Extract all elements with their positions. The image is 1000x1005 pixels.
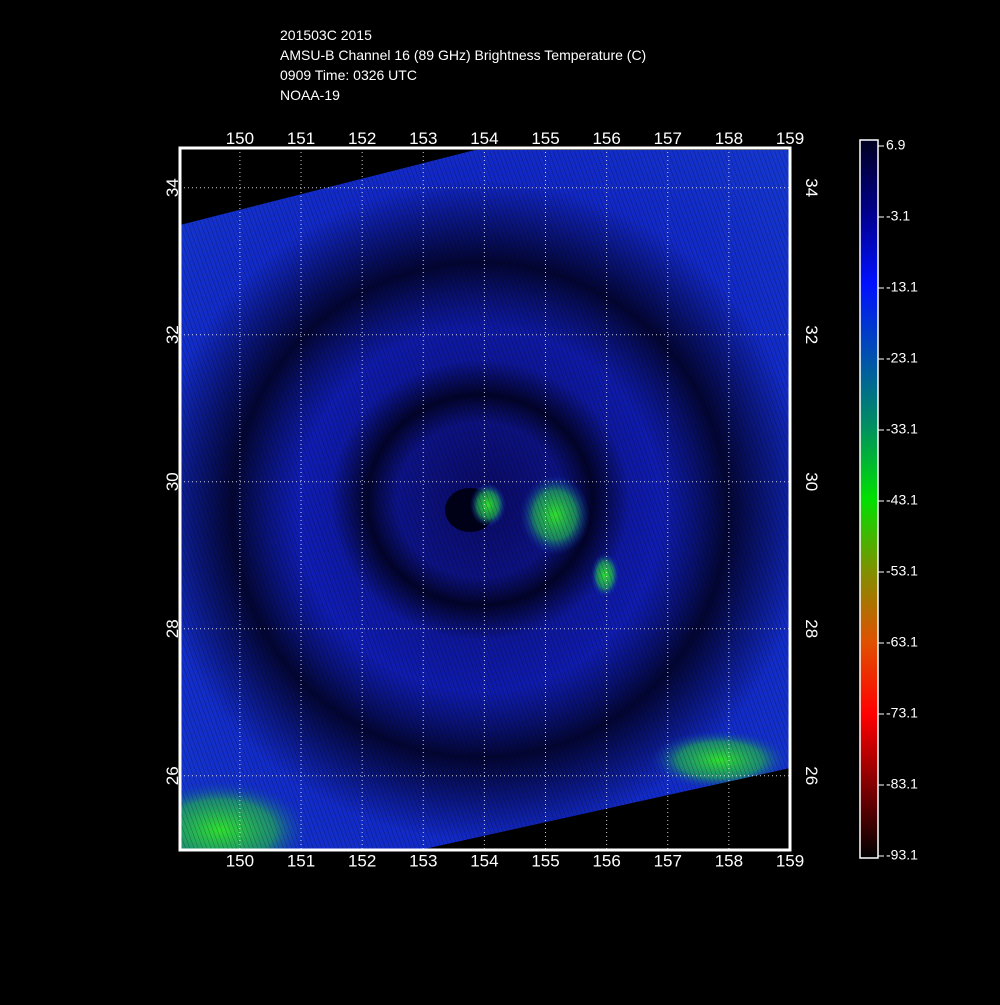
lon-tick-label: 157 bbox=[654, 851, 682, 870]
title-line: NOAA-19 bbox=[280, 87, 340, 103]
lon-tick-label: 159 bbox=[776, 851, 804, 870]
title-line: 0909 Time: 0326 UTC bbox=[280, 67, 417, 83]
lon-tick-label: 151 bbox=[287, 129, 315, 148]
lat-tick-label: 32 bbox=[163, 325, 182, 344]
colorbar-tick-label: -63.1 bbox=[886, 634, 918, 650]
scan-lines bbox=[180, 150, 790, 850]
lon-tick-label: 158 bbox=[715, 851, 743, 870]
lat-tick-label: 26 bbox=[802, 766, 821, 785]
lat-tick-label: 26 bbox=[163, 766, 182, 785]
title-line: AMSU-B Channel 16 (89 GHz) Brightness Te… bbox=[280, 47, 646, 63]
swath bbox=[180, 150, 790, 850]
lon-tick-label: 156 bbox=[592, 851, 620, 870]
lon-tick-label: 159 bbox=[776, 129, 804, 148]
colorbar-ticks: 6.9 -3.1 -13.1 -23.1 -33.1 -43.1 -53.1 -63.1 -73… bbox=[878, 137, 918, 863]
colorbar-tick-label: -93.1 bbox=[886, 847, 918, 863]
colorbar-tick-label: -53.1 bbox=[886, 563, 918, 579]
colorbar-tick-label: -43.1 bbox=[886, 492, 918, 508]
lat-tick-label: 28 bbox=[802, 619, 821, 638]
lon-tick-label: 154 bbox=[470, 851, 498, 870]
lat-tick-label: 34 bbox=[802, 178, 821, 197]
lon-tick-label: 157 bbox=[654, 129, 682, 148]
colorbar-tick-label: -23.1 bbox=[886, 350, 918, 366]
lon-tick-label: 158 bbox=[715, 129, 743, 148]
lon-tick-label: 150 bbox=[226, 851, 254, 870]
colorbar-tick-label: -3.1 bbox=[886, 208, 910, 224]
lon-tick-label: 152 bbox=[348, 851, 376, 870]
titles: 201503C 2015 AMSU-B Channel 16 (89 GHz) … bbox=[280, 27, 646, 103]
colorbar-tick-label: -73.1 bbox=[886, 705, 918, 721]
lon-tick-label: 152 bbox=[348, 129, 376, 148]
lon-tick-label: 150 bbox=[226, 129, 254, 148]
lat-tick-label: 30 bbox=[163, 472, 182, 491]
lon-tick-label: 155 bbox=[531, 851, 559, 870]
lon-tick-label: 153 bbox=[409, 851, 437, 870]
map-frame bbox=[178, 146, 792, 852]
colorbar-tick-label: -33.1 bbox=[886, 421, 918, 437]
lon-tick-label: 156 bbox=[592, 129, 620, 148]
colorbar-tick-label: -83.1 bbox=[886, 776, 918, 792]
lon-tick-label: 155 bbox=[531, 129, 559, 148]
colorbar bbox=[859, 139, 879, 859]
lat-tick-label: 32 bbox=[802, 325, 821, 344]
lon-tick-label: 153 bbox=[409, 129, 437, 148]
colorbar-tick-label: -13.1 bbox=[886, 279, 918, 295]
lon-tick-label: 154 bbox=[470, 129, 498, 148]
colorbar-tick-label: 6.9 bbox=[886, 137, 906, 153]
title-line: 201503C 2015 bbox=[280, 27, 372, 43]
lat-tick-label: 28 bbox=[163, 619, 182, 638]
graticule: 150 150 151 151 152 152 153 153 154 154 155 155 156 1… bbox=[163, 129, 821, 870]
lon-tick-label: 151 bbox=[287, 851, 315, 870]
lat-tick-label: 34 bbox=[163, 178, 182, 197]
lat-tick-label: 30 bbox=[802, 472, 821, 491]
